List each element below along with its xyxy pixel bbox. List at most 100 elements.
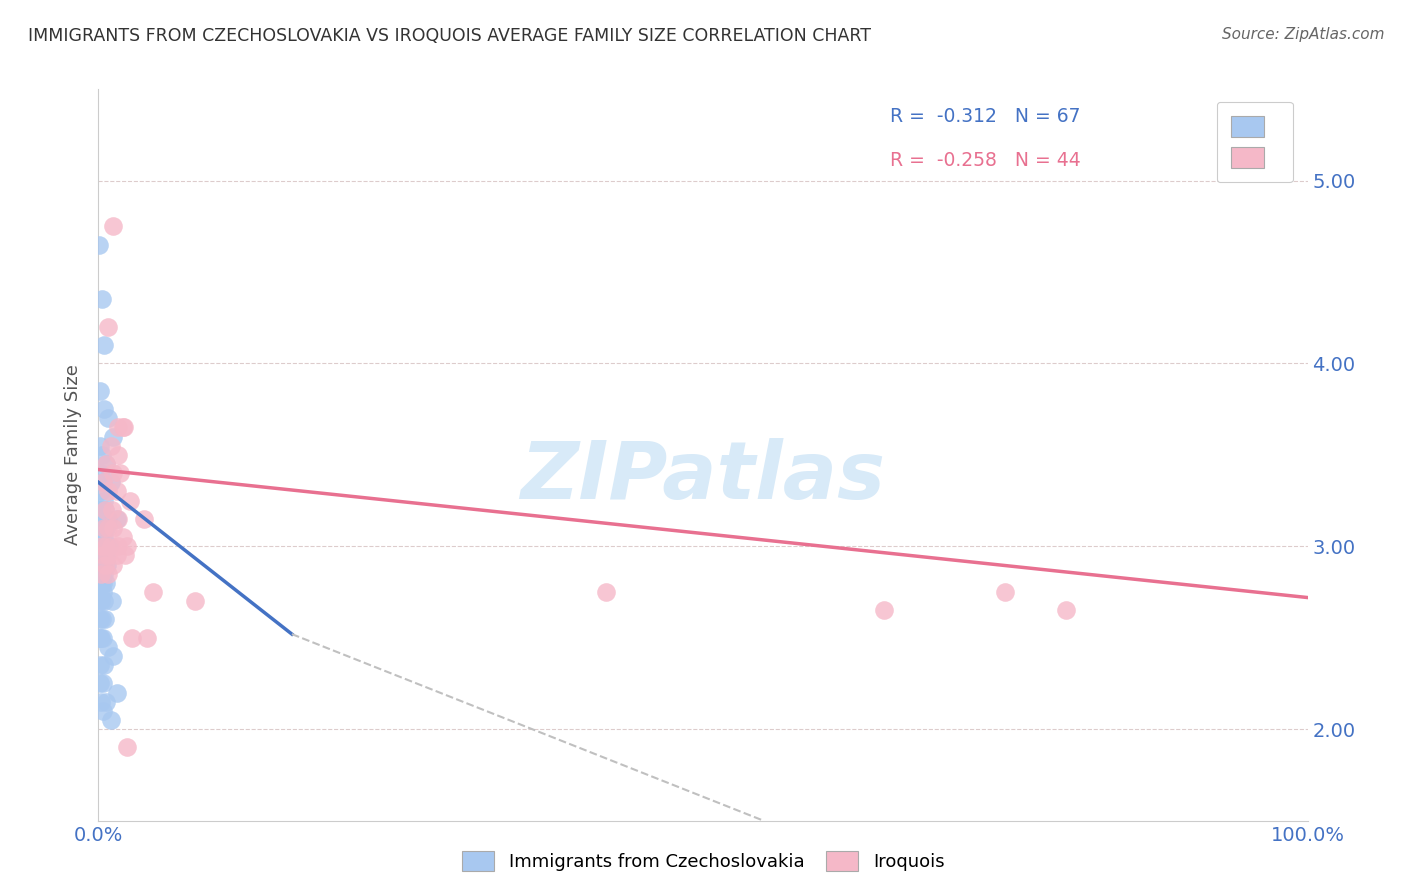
Point bbox=[89, 631, 111, 645]
Point bbox=[91, 521, 114, 535]
Point bbox=[91, 676, 114, 690]
Point bbox=[93, 558, 115, 572]
Point bbox=[595, 585, 617, 599]
Point bbox=[100, 503, 122, 517]
Point bbox=[96, 558, 118, 572]
Point bbox=[89, 539, 111, 553]
Point bbox=[91, 475, 114, 490]
Point bbox=[91, 539, 114, 553]
Point bbox=[93, 338, 115, 352]
Point bbox=[97, 512, 120, 526]
Point bbox=[107, 539, 129, 553]
Point bbox=[91, 293, 114, 307]
Point bbox=[100, 713, 122, 727]
Point bbox=[97, 566, 120, 581]
Point bbox=[89, 631, 111, 645]
Point bbox=[96, 695, 118, 709]
Point bbox=[90, 631, 112, 645]
Point bbox=[91, 576, 114, 591]
Point bbox=[96, 539, 118, 553]
Point bbox=[93, 402, 115, 417]
Y-axis label: Average Family Size: Average Family Size bbox=[65, 365, 83, 545]
Point bbox=[91, 448, 114, 462]
Point bbox=[101, 430, 124, 444]
Point bbox=[107, 512, 129, 526]
Point bbox=[94, 457, 117, 471]
Point bbox=[111, 420, 134, 434]
Point bbox=[93, 549, 115, 563]
Point bbox=[97, 320, 120, 334]
Point bbox=[89, 384, 111, 398]
Point bbox=[93, 658, 115, 673]
Point bbox=[90, 566, 112, 581]
Point bbox=[101, 521, 124, 535]
Point bbox=[89, 558, 111, 572]
Point bbox=[89, 439, 111, 453]
Text: R =  -0.312   N = 67: R = -0.312 N = 67 bbox=[890, 107, 1081, 126]
Point bbox=[100, 439, 122, 453]
Point bbox=[90, 558, 112, 572]
Point bbox=[89, 503, 111, 517]
Legend: , : , bbox=[1216, 102, 1292, 182]
Point bbox=[97, 521, 120, 535]
Point bbox=[89, 594, 111, 608]
Text: Source: ZipAtlas.com: Source: ZipAtlas.com bbox=[1222, 27, 1385, 42]
Text: IMMIGRANTS FROM CZECHOSLOVAKIA VS IROQUOIS AVERAGE FAMILY SIZE CORRELATION CHART: IMMIGRANTS FROM CZECHOSLOVAKIA VS IROQUO… bbox=[28, 27, 872, 45]
Point bbox=[94, 612, 117, 626]
Point bbox=[97, 640, 120, 654]
Point bbox=[101, 558, 124, 572]
Point bbox=[93, 631, 115, 645]
Point bbox=[89, 676, 111, 690]
Point bbox=[93, 704, 115, 718]
Point bbox=[89, 566, 111, 581]
Point bbox=[142, 585, 165, 599]
Point bbox=[93, 521, 115, 535]
Point bbox=[873, 603, 896, 617]
Point bbox=[1054, 603, 1077, 617]
Point bbox=[134, 512, 156, 526]
Point bbox=[105, 685, 128, 699]
Point bbox=[107, 448, 129, 462]
Point bbox=[184, 594, 207, 608]
Point bbox=[90, 566, 112, 581]
Point bbox=[97, 549, 120, 563]
Point bbox=[89, 549, 111, 563]
Point bbox=[90, 503, 112, 517]
Point bbox=[105, 484, 128, 499]
Point bbox=[96, 576, 118, 591]
Point bbox=[94, 503, 117, 517]
Point bbox=[112, 420, 135, 434]
Point bbox=[97, 411, 120, 425]
Point bbox=[105, 549, 128, 563]
Point bbox=[93, 493, 115, 508]
Point bbox=[107, 420, 129, 434]
Point bbox=[91, 585, 114, 599]
Point bbox=[98, 539, 121, 553]
Point bbox=[89, 521, 111, 535]
Point bbox=[114, 549, 136, 563]
Point bbox=[90, 539, 112, 553]
Point bbox=[89, 466, 111, 480]
Point bbox=[94, 549, 117, 563]
Point bbox=[90, 484, 112, 499]
Point bbox=[93, 539, 115, 553]
Point bbox=[994, 585, 1017, 599]
Legend: Immigrants from Czechoslovakia, Iroquois: Immigrants from Czechoslovakia, Iroquois bbox=[454, 844, 952, 879]
Point bbox=[111, 530, 134, 544]
Point bbox=[91, 549, 114, 563]
Point bbox=[93, 566, 115, 581]
Point bbox=[101, 649, 124, 664]
Point bbox=[93, 594, 115, 608]
Point bbox=[105, 512, 128, 526]
Point bbox=[89, 612, 111, 626]
Point bbox=[101, 466, 124, 480]
Point bbox=[89, 585, 111, 599]
Text: R =  -0.258   N = 44: R = -0.258 N = 44 bbox=[890, 151, 1081, 170]
Point bbox=[117, 539, 139, 553]
Point bbox=[97, 484, 120, 499]
Point bbox=[90, 695, 112, 709]
Point bbox=[87, 237, 110, 252]
Point bbox=[89, 658, 111, 673]
Point bbox=[90, 576, 112, 591]
Point bbox=[89, 576, 111, 591]
